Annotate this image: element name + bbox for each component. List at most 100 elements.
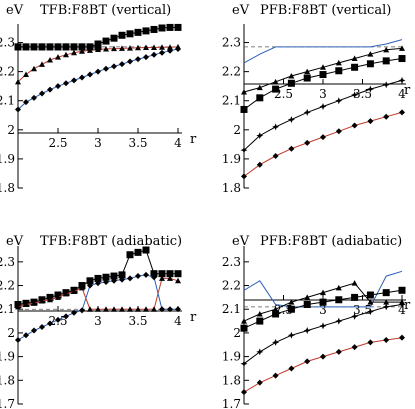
data-point xyxy=(351,63,359,71)
y-tick-label: 2.1 xyxy=(0,302,15,316)
data-point xyxy=(303,327,311,335)
data-point xyxy=(87,306,93,312)
data-point xyxy=(272,338,280,346)
y-tick-label: 2.1 xyxy=(222,302,241,316)
data-point xyxy=(63,51,69,58)
y-tick-label: 2.2 xyxy=(222,279,241,293)
data-point xyxy=(79,74,85,81)
data-point xyxy=(335,128,342,135)
data-point xyxy=(95,68,101,75)
data-point xyxy=(367,299,374,305)
data-point xyxy=(102,37,110,45)
data-point xyxy=(288,365,295,372)
data-point xyxy=(23,332,29,339)
data-point xyxy=(71,309,77,316)
data-point xyxy=(151,51,157,58)
data-point xyxy=(110,272,118,280)
data-point xyxy=(382,303,390,311)
data-point xyxy=(143,306,149,312)
data-point xyxy=(79,284,85,291)
data-point xyxy=(240,105,248,113)
panel-pfb-adiabatic-ylabel: eV xyxy=(232,234,250,249)
data-point xyxy=(95,306,101,312)
data-point xyxy=(159,44,165,50)
data-point xyxy=(159,306,165,313)
x-tick-label: 3.5 xyxy=(128,314,147,328)
data-point xyxy=(103,278,109,285)
data-point xyxy=(127,306,133,312)
data-point xyxy=(47,57,53,63)
data-point xyxy=(398,286,406,294)
data-point xyxy=(63,290,69,297)
panel-pfb-vertical-xlabel: r xyxy=(404,83,411,98)
x-tick-label: 3 xyxy=(319,303,327,317)
y-tick-label: 1.9 xyxy=(222,152,241,166)
data-point xyxy=(127,45,133,51)
data-point xyxy=(351,122,358,129)
panel-pfb-adiabatic: eV PFB:F8BT (adiabatic) r 1.7 1.8 1.9 2 2.1 2… xyxy=(222,234,411,409)
data-point xyxy=(15,78,21,85)
data-point xyxy=(303,108,311,116)
data-point xyxy=(304,68,311,75)
data-point xyxy=(142,246,150,254)
panel-tfb-vertical: eV TFB:F8BT (vertical) r 1.8 1.9 2 2.1 2.2 2.… xyxy=(0,3,197,195)
data-point xyxy=(288,73,295,79)
data-point xyxy=(383,299,390,305)
data-point xyxy=(23,99,29,106)
data-point xyxy=(241,389,247,396)
x-tick-label: 4 xyxy=(398,303,406,317)
data-point xyxy=(399,45,405,51)
data-point xyxy=(256,379,263,386)
data-point xyxy=(23,71,29,78)
data-point xyxy=(319,71,327,79)
x-tick-label: 3.5 xyxy=(353,303,372,317)
data-point xyxy=(240,360,248,368)
data-point xyxy=(366,85,374,93)
data-point xyxy=(366,60,374,68)
data-point xyxy=(143,44,149,50)
y-tick-label: 2.1 xyxy=(0,94,15,108)
data-point xyxy=(272,372,279,379)
data-point xyxy=(134,28,142,36)
data-point xyxy=(134,248,142,256)
data-point xyxy=(119,45,125,51)
x-tick-label: 3 xyxy=(94,136,102,150)
panel-tfb-adiabatic-title: TFB:F8BT (adiabatic) xyxy=(40,234,182,249)
x-tick-label: 3.5 xyxy=(128,136,147,150)
data-point xyxy=(126,30,134,38)
data-point xyxy=(351,344,358,351)
panel-pfb-adiabatic-title: PFB:F8BT (adiabatic) xyxy=(260,234,402,249)
x-tick-label: 4 xyxy=(174,314,182,328)
data-point xyxy=(79,48,85,54)
data-point xyxy=(256,94,264,102)
data-point xyxy=(39,61,45,67)
y-tick-label: 2.1 xyxy=(222,94,241,108)
data-point xyxy=(119,276,125,283)
y-tick-label: 2.2 xyxy=(0,279,15,293)
data-point xyxy=(304,139,311,146)
data-point xyxy=(119,306,125,312)
y-tick-label: 2.3 xyxy=(222,36,241,50)
series-line xyxy=(243,337,403,393)
data-point xyxy=(256,310,263,317)
x-tick-label: 3 xyxy=(94,314,102,328)
data-point xyxy=(38,43,46,51)
panel-pfb-vertical-title: PFB:F8BT (vertical) xyxy=(260,3,391,18)
data-point xyxy=(55,54,61,60)
data-point xyxy=(272,153,279,159)
data-point xyxy=(383,113,390,120)
data-point xyxy=(135,44,141,51)
data-point xyxy=(127,58,133,65)
data-point xyxy=(110,34,118,42)
series-line xyxy=(17,48,179,110)
data-point xyxy=(46,43,54,51)
data-point xyxy=(86,43,94,51)
data-point xyxy=(335,317,343,325)
data-point xyxy=(15,337,21,344)
x-tick-label: 4 xyxy=(174,136,182,150)
y-tick-label: 1.8 xyxy=(222,181,241,195)
data-point xyxy=(320,353,326,360)
data-point xyxy=(319,298,327,306)
x-tick-label: 2.5 xyxy=(48,136,67,150)
